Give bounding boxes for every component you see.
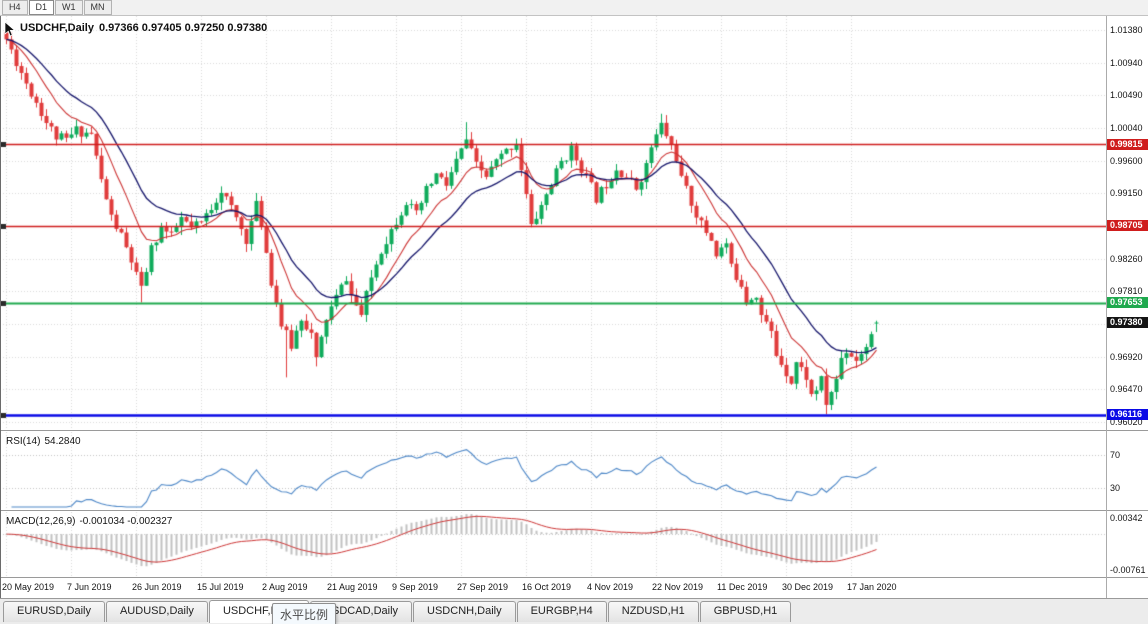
date-axis-separator — [0, 577, 1148, 578]
time-axis-label: 20 May 2019 — [2, 582, 55, 592]
macd-values: -0.001034 -0.002327 — [79, 516, 173, 527]
price-axis-label: 1.00940 — [1110, 58, 1143, 68]
time-axis-label: 16 Oct 2019 — [522, 582, 572, 592]
rsi-axis-label: 70 — [1110, 450, 1121, 460]
rsi-name: RSI(14) — [6, 436, 41, 447]
price-axis-label: 0.98260 — [1110, 254, 1143, 264]
rsi-value: 54.2840 — [44, 436, 81, 447]
rsi-axis-label: 30 — [1110, 483, 1121, 493]
macd-indicator-canvas[interactable] — [0, 512, 1106, 577]
timeframe-buttons: H4 D1 W1 MN — [2, 0, 113, 15]
time-axis-label: 21 Aug 2019 — [327, 582, 378, 592]
current-price-box: 0.97380 — [1107, 317, 1148, 328]
tab-audusd-daily[interactable]: AUDUSD,Daily — [105, 601, 208, 622]
macd-axis-label: 0.00342 — [1110, 513, 1143, 523]
timeframe-toolbar: H4 D1 W1 MN — [0, 0, 1148, 16]
time-axis[interactable]: 20 May 2019 7 Jun 2019 26 Jun 2019 15 Jul 2… — [0, 578, 1148, 598]
price-axis-label: 0.99150 — [1110, 188, 1143, 198]
timeframe-button-h4[interactable]: H4 — [2, 0, 28, 15]
price-axis-label: 0.97810 — [1110, 286, 1143, 296]
tab-usdcnh-daily[interactable]: USDCNH,Daily — [413, 601, 516, 622]
symbol-tabbar: EURUSD,Daily AUDUSD,Daily USDCHF,Daily USDC… — [0, 598, 1148, 624]
price-axis-label: 1.00040 — [1110, 123, 1143, 133]
chart-left-border — [0, 16, 1, 598]
time-axis-label: 30 Dec 2019 — [782, 582, 834, 592]
price-chart-canvas[interactable] — [0, 16, 1106, 430]
time-axis-label: 17 Jan 2020 — [847, 582, 897, 592]
macd-name: MACD(12,26,9) — [6, 516, 76, 527]
time-axis-label: 26 Jun 2019 — [132, 582, 182, 592]
axis-divider — [1106, 16, 1107, 598]
chart-symbol-period: USDCHF,Daily — [20, 22, 94, 34]
time-axis-label: 27 Sep 2019 — [457, 582, 509, 592]
rsi-label: RSI(14) 54.2840 — [6, 436, 85, 447]
tab-gbpusd-h1[interactable]: GBPUSD,H1 — [699, 601, 792, 622]
time-axis-label: 11 Dec 2019 — [717, 582, 768, 592]
tooltip: 水平比例 — [272, 603, 337, 624]
level-price-box-0.99815: 0.99815 — [1107, 139, 1148, 150]
time-axis-label: 2 Aug 2019 — [262, 582, 308, 592]
price-axis[interactable]: 1.01380 1.00940 1.00490 1.00040 0.99600 0.991… — [1107, 16, 1148, 430]
time-axis-label: 9 Sep 2019 — [392, 582, 439, 592]
price-axis-label: 0.96020 — [1110, 417, 1143, 427]
tab-nzdusd-h1[interactable]: NZDUSD,H1 — [607, 601, 699, 622]
level-price-box-0.96116: 0.96116 — [1107, 409, 1148, 420]
chart-workspace: USDCHF,Daily 0.97366 0.97405 0.97250 0.97… — [0, 16, 1148, 624]
level-price-box-0.97653: 0.97653 — [1107, 297, 1148, 308]
price-axis-label: 0.96470 — [1110, 384, 1143, 394]
time-axis-label: 15 Jul 2019 — [197, 582, 244, 592]
macd-axis[interactable]: 0.00342 -0.00761 — [1107, 512, 1148, 577]
chart-title: USDCHF,Daily 0.97366 0.97405 0.97250 0.97… — [20, 22, 267, 34]
cursor-arrow-icon — [4, 22, 16, 37]
tab-eurusd-daily[interactable]: EURUSD,Daily — [3, 601, 105, 622]
price-axis-label: 1.00490 — [1110, 90, 1143, 100]
timeframe-button-d1[interactable]: D1 — [28, 0, 55, 15]
tooltip-text: 水平比例 — [280, 608, 329, 622]
time-axis-label: 22 Nov 2019 — [652, 582, 704, 592]
tab-eurgbp-h4[interactable]: EURGBP,H4 — [516, 601, 607, 622]
level-price-box-0.98705: 0.98705 — [1107, 220, 1148, 231]
rsi-indicator-canvas[interactable] — [0, 432, 1106, 510]
time-axis-label: 4 Nov 2019 — [587, 582, 634, 592]
rsi-axis[interactable]: 70 30 — [1107, 432, 1148, 510]
time-axis-label: 7 Jun 2019 — [67, 582, 112, 592]
macd-label: MACD(12,26,9) -0.001034 -0.002327 — [6, 516, 176, 527]
chart-ohlc-values: 0.97366 0.97405 0.97250 0.97380 — [98, 22, 268, 34]
price-axis-label: 0.96920 — [1110, 352, 1143, 362]
price-axis-label: 1.01380 — [1110, 25, 1143, 35]
macd-axis-label: -0.00761 — [1110, 565, 1146, 575]
timeframe-button-mn[interactable]: MN — [83, 0, 112, 15]
price-axis-label: 0.99600 — [1110, 156, 1143, 166]
panel-splitter-rsi[interactable] — [0, 430, 1148, 431]
panel-splitter-macd[interactable] — [0, 510, 1148, 511]
timeframe-button-w1[interactable]: W1 — [55, 0, 83, 15]
